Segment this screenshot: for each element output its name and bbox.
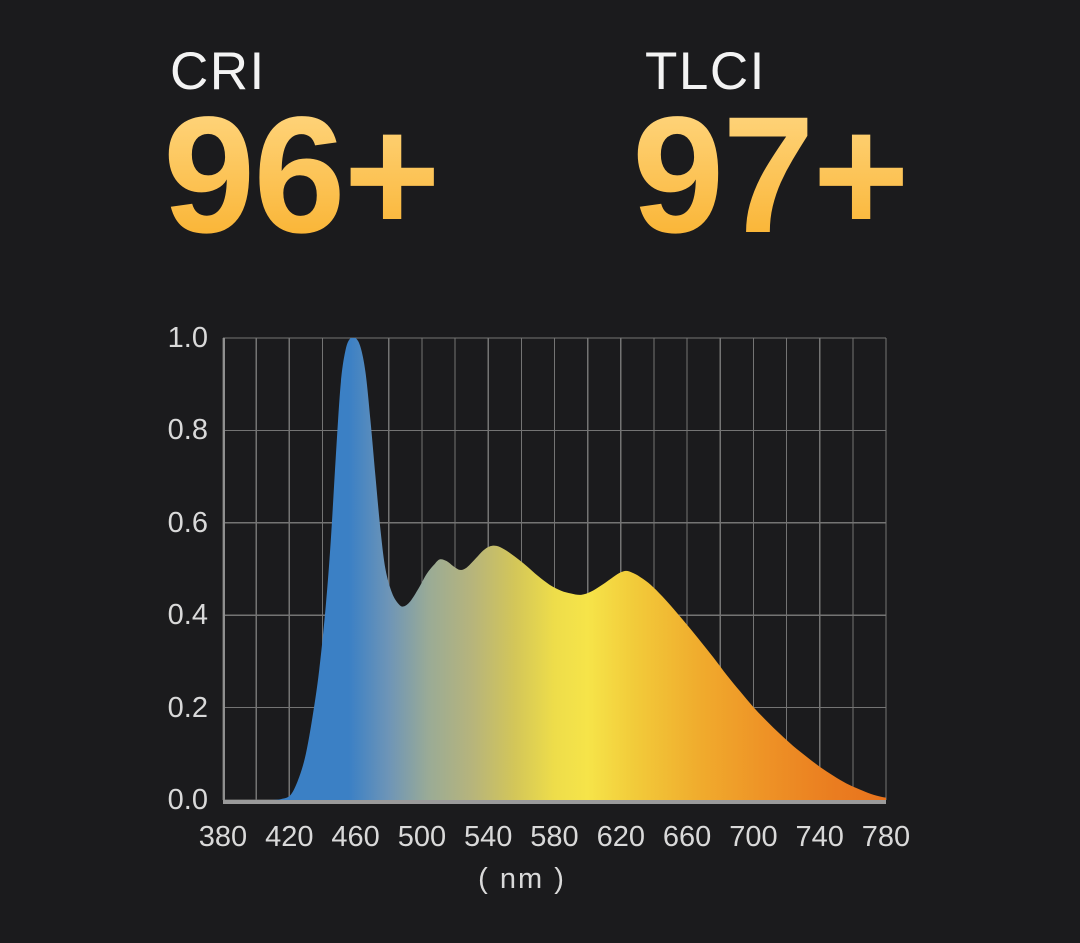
x-tick-label: 500: [397, 821, 447, 853]
y-tick-label: 0.2: [167, 691, 208, 724]
tlci-label: TLCI: [645, 42, 766, 101]
y-tick-label: 0.0: [167, 784, 208, 816]
y-tick-label: 0.6: [167, 506, 208, 539]
x-axis-unit-label: ( nm ): [478, 863, 566, 895]
x-tick-label: 780: [861, 821, 911, 853]
x-tick-label: 700: [729, 821, 778, 853]
tlci-value: 97+: [632, 83, 910, 268]
y-tick-label: 0.8: [167, 414, 208, 447]
y-tick-label: 0.4: [167, 599, 208, 632]
x-tick-label: 580: [530, 821, 579, 853]
x-tick-label: 740: [795, 821, 844, 853]
spectrum-plot: [222, 337, 887, 804]
x-tick-label: 460: [331, 821, 380, 853]
x-tick-label: 620: [596, 821, 645, 853]
x-tick-label: 380: [198, 821, 248, 853]
x-tick-label: 540: [463, 821, 513, 853]
cri-label: CRI: [170, 42, 266, 101]
spectrum-area: [223, 338, 886, 800]
x-tick-label: 420: [265, 821, 314, 853]
cri-value: 96+: [163, 83, 441, 268]
x-tick-label: 660: [662, 821, 712, 853]
y-tick-label: 1.0: [167, 322, 208, 354]
